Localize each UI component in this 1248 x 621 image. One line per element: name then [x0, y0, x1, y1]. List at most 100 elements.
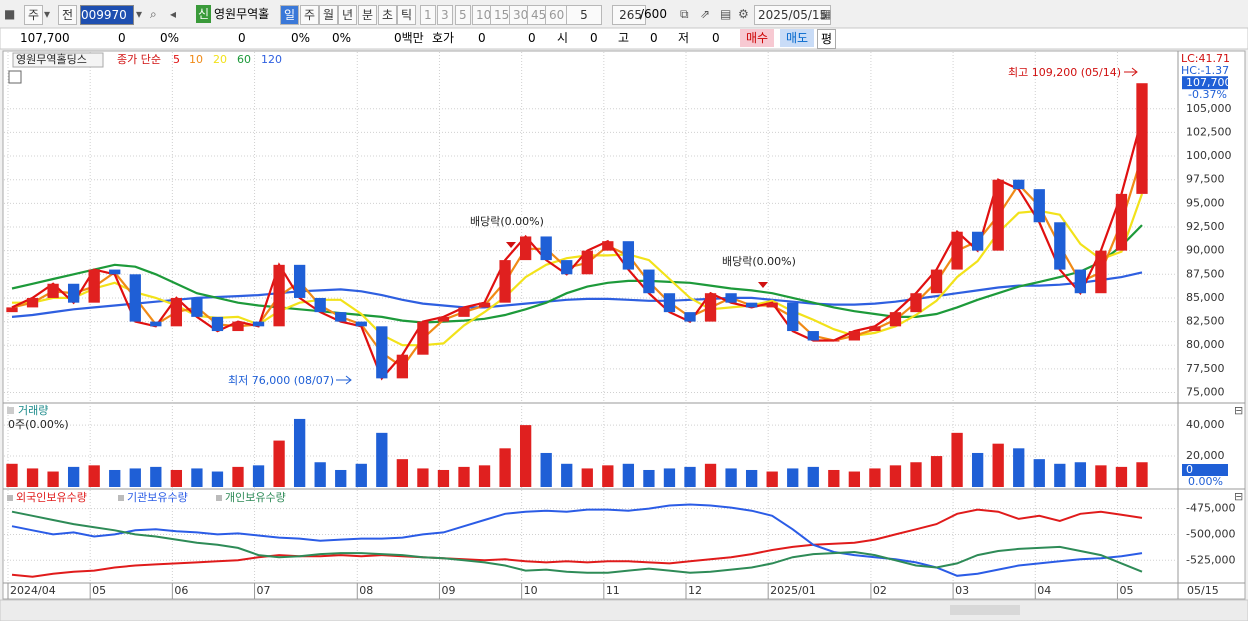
- candle: [519, 236, 532, 261]
- y-tick-label: 95,000: [1186, 196, 1225, 209]
- y-tick-label: 105,000: [1186, 102, 1232, 115]
- scroll-thumb[interactable]: [950, 605, 1020, 615]
- y-tick-label: 85,000: [1186, 291, 1225, 304]
- volume-bar: [745, 469, 758, 487]
- toolbar-item[interactable]: 년: [338, 5, 358, 25]
- candle: [602, 241, 614, 251]
- info-item: 0: [528, 31, 536, 45]
- candle: [211, 316, 224, 332]
- legend-entry: 60: [237, 53, 251, 66]
- volume-bar: [1115, 466, 1128, 487]
- last-volume-label: 0: [1186, 463, 1193, 476]
- toolbar-item[interactable]: 주: [300, 5, 320, 25]
- candle: [26, 297, 39, 308]
- lc-label: LC:41.71: [1181, 52, 1230, 65]
- x-tick-label: 04: [1037, 584, 1051, 597]
- volume-bar: [150, 466, 162, 487]
- toolbar-item[interactable]: 265: [612, 5, 646, 25]
- toolbar-icon[interactable]: ▾: [136, 7, 143, 21]
- volume-bar: [458, 466, 470, 487]
- toolbar-icon[interactable]: ⌕: [150, 7, 157, 21]
- volume-bar: [499, 448, 511, 487]
- toolbar-item[interactable]: 10: [472, 5, 496, 25]
- toolbar-item[interactable]: 일: [280, 5, 300, 25]
- info-item: 0: [590, 31, 598, 45]
- volume-bar: [437, 469, 450, 487]
- toolbar-item[interactable]: 월: [319, 5, 339, 25]
- info-item: 107,700: [20, 31, 70, 45]
- legend-entry: 외국인보유수량: [16, 491, 87, 504]
- toolbar-item[interactable]: 분: [358, 5, 378, 25]
- info-item[interactable]: 매도: [780, 29, 815, 47]
- toolbar-item[interactable]: 45: [527, 5, 551, 25]
- toolbar-icon[interactable]: ⚙: [738, 7, 749, 21]
- toolbar-item[interactable]: 5: [455, 5, 471, 25]
- toolbar-icon[interactable]: ⇗: [700, 7, 711, 21]
- scrollbar[interactable]: [0, 599, 1248, 621]
- toolbar-item[interactable]: 전: [58, 5, 78, 25]
- annotation: 배당락(0.00%): [722, 255, 796, 268]
- info-item: 0백만: [394, 31, 424, 45]
- volume-bar: [129, 468, 141, 487]
- candle: [376, 326, 388, 379]
- toolbar-icon[interactable]: ■: [4, 7, 16, 21]
- toolbar-item[interactable]: 신: [196, 5, 212, 23]
- toolbar-item: 영원무역홀: [214, 7, 270, 21]
- candle: [1054, 222, 1066, 270]
- info-item: 0: [478, 31, 486, 45]
- volume-bar: [6, 463, 18, 487]
- toolbar-item[interactable]: 60: [545, 5, 569, 25]
- info-item[interactable]: 평: [817, 29, 837, 49]
- annotation: 최저 76,000 (08/07): [228, 374, 334, 387]
- candle: [1136, 83, 1148, 194]
- toolbar-item[interactable]: 15: [490, 5, 514, 25]
- candle: [971, 231, 984, 251]
- toolbar-item[interactable]: 주: [24, 5, 44, 25]
- info-item: 호가: [432, 31, 455, 45]
- toolbar-icon[interactable]: ▦: [820, 7, 832, 21]
- toolbar-item[interactable]: 3: [437, 5, 453, 25]
- pct-label: 0.00%: [1188, 475, 1223, 488]
- legend-entry: 120: [261, 53, 282, 66]
- toolbar-item[interactable]: 틱: [397, 5, 417, 25]
- candle: [540, 236, 552, 261]
- toolbar-icon[interactable]: ▤: [720, 7, 732, 21]
- volume-bar: [951, 432, 963, 487]
- candle: [150, 321, 162, 327]
- y-tick-label: 100,000: [1186, 149, 1232, 162]
- volume-bar: [602, 465, 614, 487]
- ma-line: [11, 224, 1143, 324]
- change-label: -0.37%: [1188, 88, 1227, 101]
- calc-icon: [8, 70, 22, 84]
- legend-entry: 개인보유수량: [225, 491, 286, 504]
- toolbar-item[interactable]: 2025/05/15: [754, 5, 832, 25]
- volume-bar: [293, 418, 306, 487]
- toolbar-icon[interactable]: ⧉: [680, 7, 689, 21]
- x-tick-label: 05: [1119, 584, 1133, 597]
- last-price-label: 107,700: [1186, 76, 1232, 89]
- toolbar-item[interactable]: 5: [566, 5, 602, 25]
- candle: [622, 241, 635, 270]
- toolbar-icon[interactable]: ◂: [170, 7, 177, 21]
- volume-bar: [355, 463, 367, 487]
- legend-icon: [216, 495, 222, 501]
- info-item: 저: [678, 31, 690, 45]
- toolbar-item[interactable]: 009970: [80, 5, 134, 25]
- x-tick-label: 06: [174, 584, 188, 597]
- chart-bg: [2, 50, 1246, 600]
- volume-bar: [47, 471, 59, 487]
- volume-bar: [540, 452, 552, 487]
- info-item: 0%: [160, 31, 180, 45]
- info-bg: [0, 27, 1248, 50]
- volume-title: 거래량: [18, 404, 48, 417]
- candle: [663, 293, 676, 313]
- volume-bar: [930, 456, 943, 487]
- holding-line: [11, 508, 1143, 578]
- candle: [889, 312, 902, 327]
- toolbar-icon[interactable]: ▾: [44, 7, 51, 21]
- info-item[interactable]: 매수: [740, 29, 775, 47]
- toolbar-item[interactable]: 1: [420, 5, 436, 25]
- volume-bar: [1095, 465, 1107, 487]
- candle: [478, 302, 491, 308]
- toolbar-item[interactable]: 초: [378, 5, 398, 25]
